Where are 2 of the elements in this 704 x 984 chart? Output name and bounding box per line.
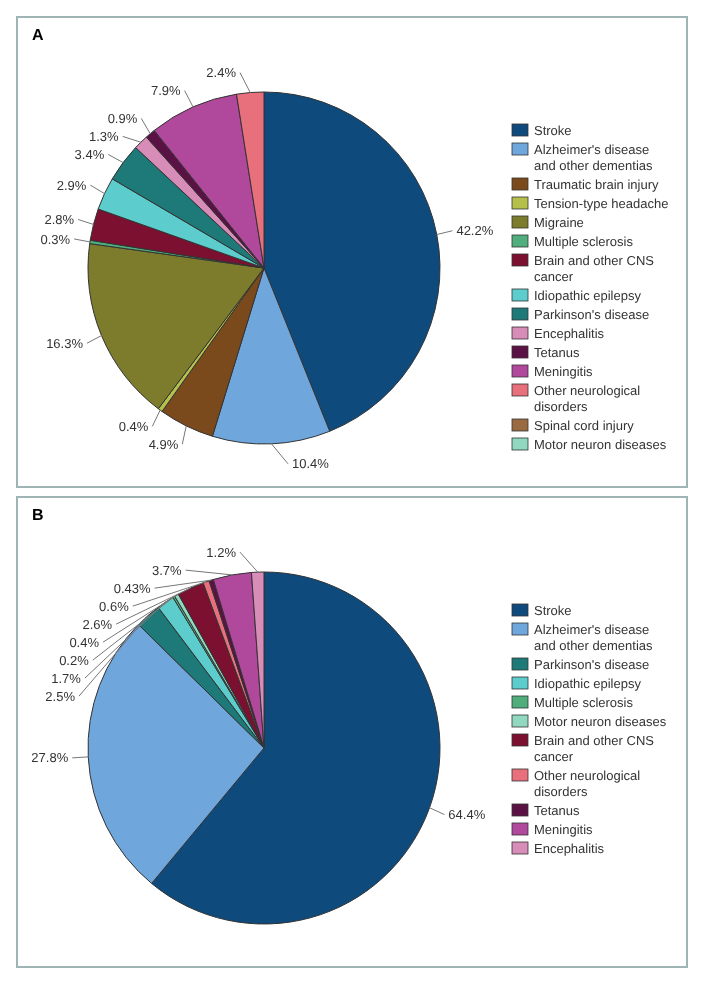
chart-title: A [32,26,44,44]
chart-title: B [32,506,44,524]
